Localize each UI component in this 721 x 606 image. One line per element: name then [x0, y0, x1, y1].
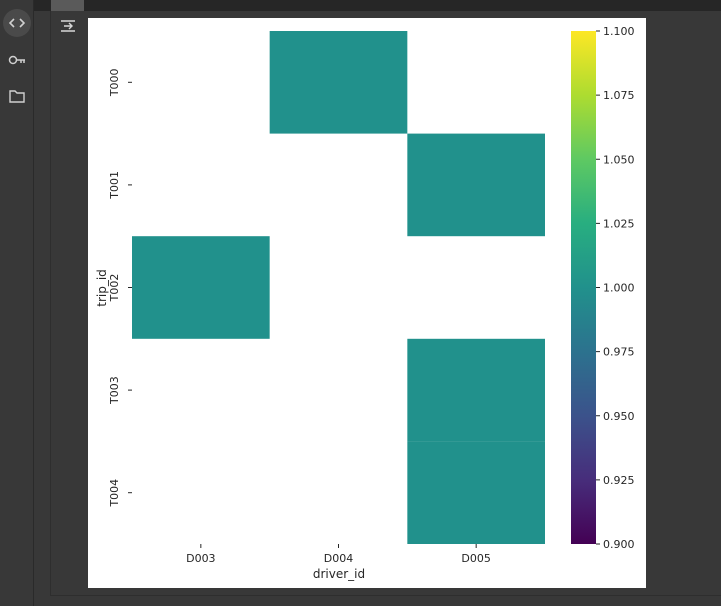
left-rail	[0, 0, 34, 606]
heatmap-cell	[407, 338, 545, 442]
x-tick-label: D003	[186, 552, 215, 565]
colorbar-tick-label: 0.975	[603, 346, 635, 359]
heatmap-cell	[269, 31, 408, 134]
y-tick-label: T004	[108, 479, 121, 508]
code-icon[interactable]	[3, 9, 31, 37]
colorbar	[571, 31, 596, 544]
x-tick-label: D005	[461, 552, 490, 565]
key-icon[interactable]	[3, 46, 31, 74]
y-tick-label: T002	[108, 274, 121, 303]
heatmap-cell	[407, 133, 545, 237]
colorbar-tick-label: 1.075	[603, 89, 635, 102]
colorbar-tick-label: 1.100	[603, 25, 635, 38]
y-tick-label: T003	[108, 376, 121, 405]
colorbar-tick-label: 1.000	[603, 282, 635, 295]
output-bottom-divider	[50, 595, 721, 596]
x-tick-label: D004	[324, 552, 353, 565]
output-collapse-icon[interactable]	[57, 15, 79, 37]
folder-icon[interactable]	[3, 82, 31, 110]
x-axis-label: driver_id	[313, 567, 365, 581]
colorbar-tick-label: 0.925	[603, 474, 635, 487]
colorbar-tick-label: 1.025	[603, 217, 635, 230]
heatmap-cell	[407, 441, 545, 544]
heatmap-figure: D003 D004 D005 T000 T001 T002 T003 T004 driver…	[88, 18, 646, 588]
heatmap-cell	[132, 236, 270, 339]
colorbar-tick-label: 0.900	[603, 538, 635, 551]
cell-tab[interactable]	[51, 0, 84, 11]
cell-top-strip	[34, 0, 721, 11]
y-tick-label: T001	[108, 171, 121, 200]
heatmap-chart: D003 D004 D005 T000 T001 T002 T003 T004 driver…	[95, 25, 635, 581]
colorbar-tick-label: 0.950	[603, 410, 635, 423]
y-axis-label: trip_id	[95, 269, 109, 307]
output-gutter-divider	[50, 11, 51, 596]
y-tick-label: T000	[108, 68, 121, 97]
colorbar-tick-label: 1.050	[603, 153, 635, 166]
